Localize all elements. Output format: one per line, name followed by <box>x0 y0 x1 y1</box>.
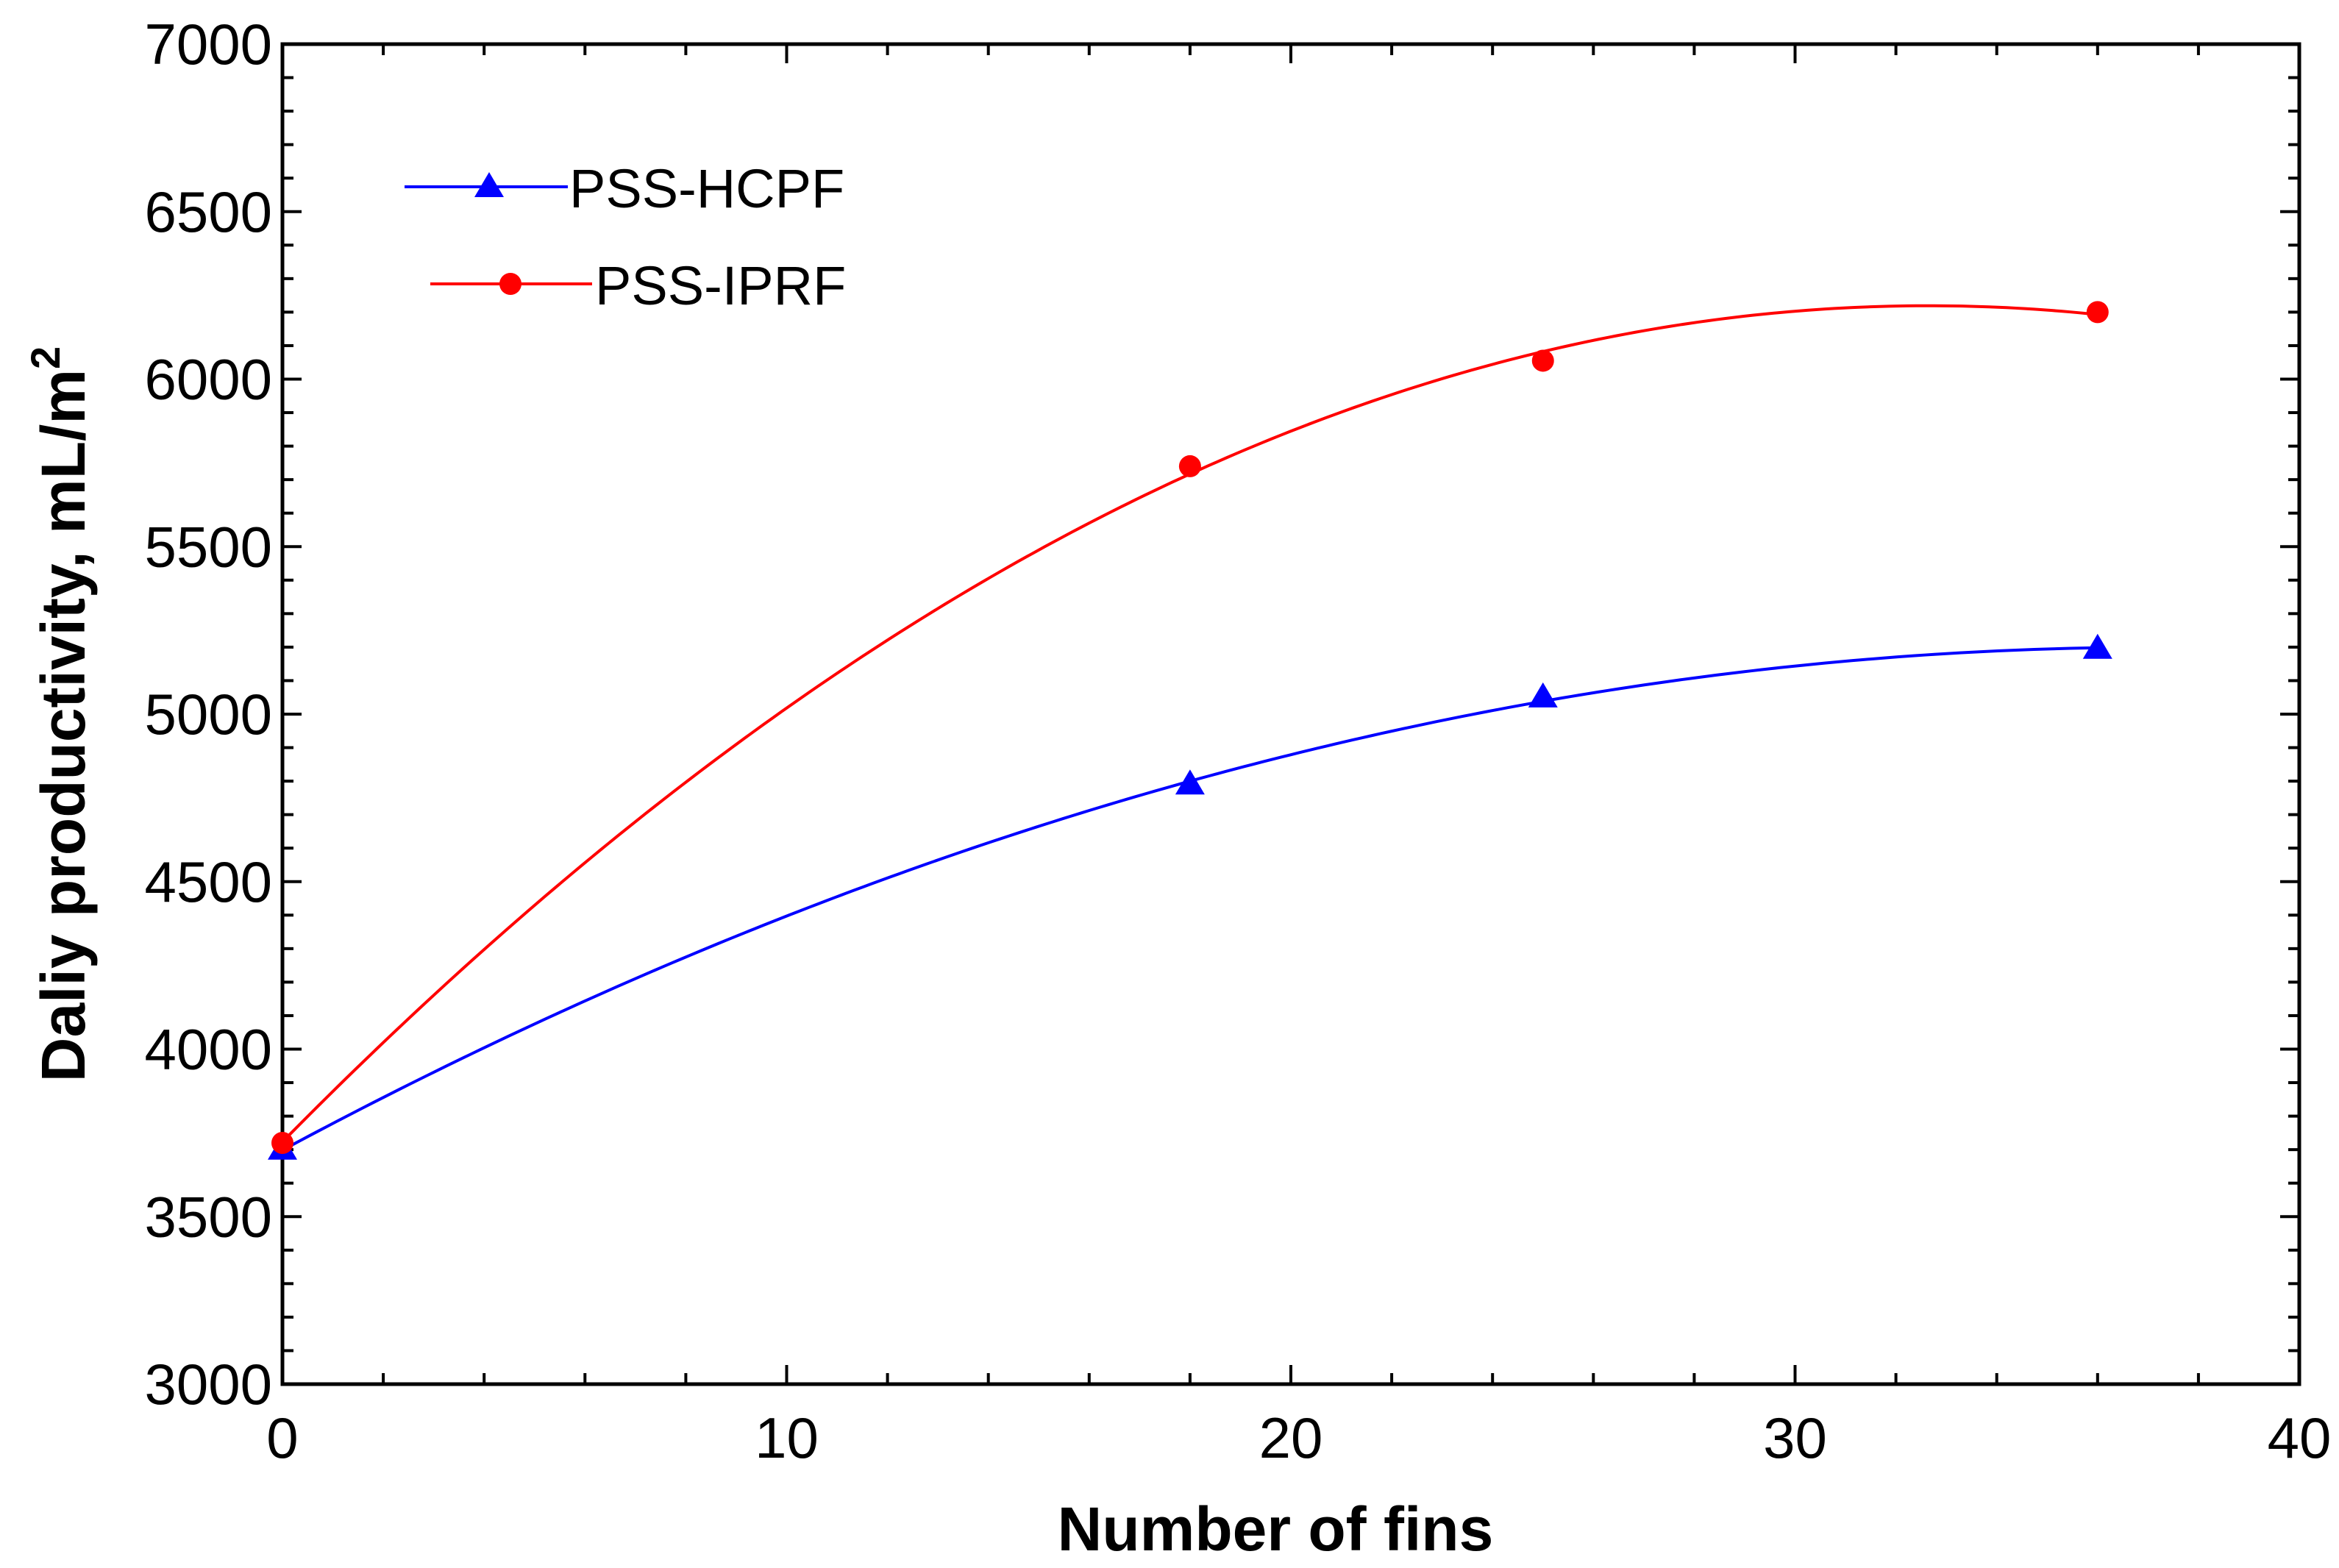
legend-label-pss-hcpf: PSS-HCPF <box>569 158 844 219</box>
legend: PSS-HCPF PSS-IPRF <box>405 158 846 316</box>
x-tick-label: 30 <box>1763 1405 1827 1470</box>
legend-label-pss-iprf: PSS-IPRF <box>595 255 846 316</box>
y-axis-title-main: Daliy productivity, mL/m <box>29 369 98 1082</box>
y-axis-title: Daliy productivity, mL/m2 <box>22 346 98 1082</box>
x-axis-title: Number of fins <box>1058 1494 1494 1564</box>
data-point-pss-iprf <box>1178 455 1201 477</box>
plot-frame <box>280 42 2301 1386</box>
data-point-pss-iprf <box>2086 301 2109 324</box>
legend-marker-pss-iprf <box>499 273 521 295</box>
x-tick-label: 10 <box>755 1405 819 1470</box>
series-line-pss-hcpf <box>282 646 2098 1152</box>
data-point-pss-hcpf <box>1175 769 1205 795</box>
y-tick-label: 6000 <box>144 347 272 412</box>
y-tick-label: 4500 <box>144 849 272 914</box>
series-layer <box>268 301 2112 1160</box>
legend-marker-pss-hcpf <box>474 172 504 197</box>
x-tick-label: 40 <box>2268 1405 2332 1470</box>
y-tick-label: 5500 <box>144 514 272 579</box>
y-tick-label: 3000 <box>144 1352 272 1416</box>
y-tick-label: 4000 <box>144 1017 272 1082</box>
series-line-pss-iprf <box>281 304 2098 1143</box>
x-tick-label: 20 <box>1259 1405 1323 1470</box>
y-tick-label: 7000 <box>144 12 272 76</box>
axis-ticks: 0 10 20 30 40 3000 3500 4000 4500 5000 5500 6000 650… <box>144 12 2331 1470</box>
data-point-pss-iprf <box>1531 349 1554 372</box>
y-axis-title-superscript: 2 <box>22 346 68 369</box>
data-point-pss-iprf <box>271 1132 293 1155</box>
y-tick-label: 3500 <box>144 1184 272 1249</box>
x-tick-label: 0 <box>266 1405 298 1470</box>
y-tick-label: 5000 <box>144 682 272 746</box>
y-tick-label: 6500 <box>144 179 272 244</box>
data-point-pss-hcpf <box>2082 633 2112 659</box>
data-point-pss-hcpf <box>1528 682 1558 708</box>
